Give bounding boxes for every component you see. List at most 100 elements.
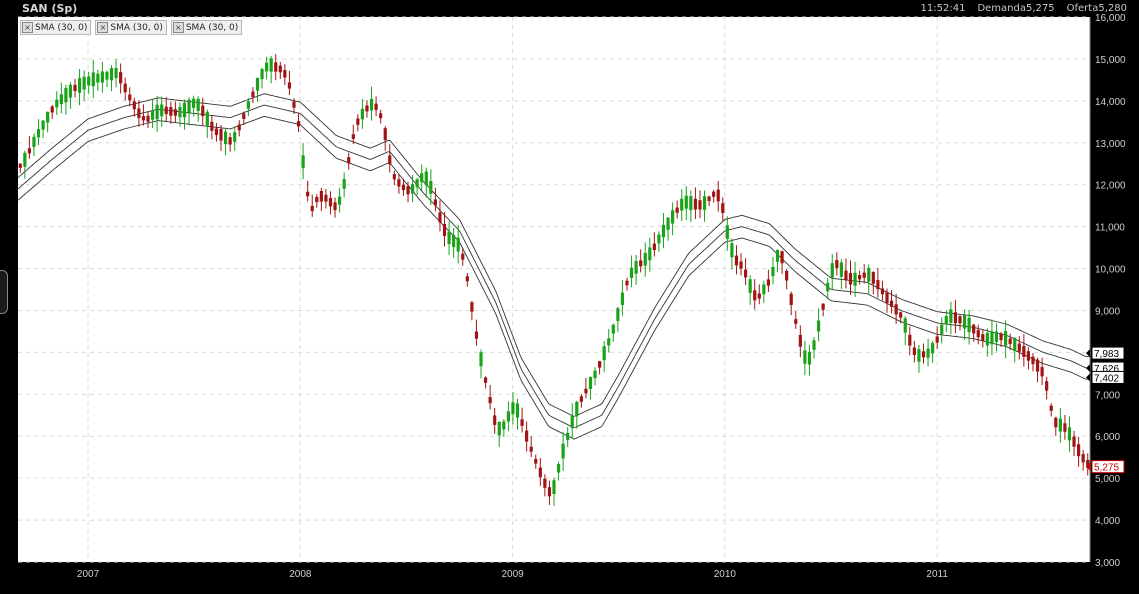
candle-down bbox=[315, 196, 319, 203]
sma-line-2 bbox=[17, 104, 1090, 429]
candle-down bbox=[543, 478, 547, 488]
candle-down bbox=[1081, 454, 1085, 463]
x-tick-label: 2008 bbox=[289, 569, 312, 580]
x-tick-label: 2011 bbox=[926, 569, 948, 580]
panel-collapse-handle[interactable] bbox=[0, 270, 8, 314]
last-value-label: 5,275 bbox=[1094, 463, 1119, 474]
candle-up bbox=[506, 411, 510, 422]
candle-up bbox=[634, 260, 638, 274]
candle-down bbox=[347, 157, 351, 164]
candle-down bbox=[862, 272, 866, 278]
candle-down bbox=[958, 316, 962, 324]
candle-up bbox=[602, 346, 606, 361]
candle-down bbox=[287, 82, 292, 89]
candle-down bbox=[242, 113, 246, 119]
x-tick-label: 2007 bbox=[77, 569, 100, 580]
candle-down bbox=[921, 351, 926, 358]
close-icon[interactable]: × bbox=[97, 22, 109, 33]
candle-down bbox=[712, 191, 716, 197]
candle-down bbox=[912, 347, 916, 356]
candle-down bbox=[894, 304, 898, 315]
candle-down bbox=[383, 128, 387, 141]
candle-up bbox=[511, 402, 515, 415]
close-icon[interactable]: × bbox=[22, 22, 33, 33]
candle-up bbox=[944, 316, 948, 325]
candle-up bbox=[803, 350, 807, 364]
candle-up bbox=[666, 217, 670, 230]
candle-up bbox=[575, 401, 579, 417]
candle-down bbox=[73, 84, 77, 92]
candle-up bbox=[762, 284, 766, 295]
candle-down bbox=[625, 280, 629, 286]
candle-up bbox=[246, 101, 250, 109]
candle-down bbox=[141, 116, 146, 121]
candle-down bbox=[328, 198, 333, 207]
ask-value: 5,280 bbox=[1098, 3, 1127, 14]
y-tick-label: 7,000 bbox=[1095, 390, 1120, 401]
candle-up bbox=[301, 155, 305, 169]
candle-down bbox=[858, 275, 862, 280]
candle-down bbox=[780, 251, 784, 264]
candle-down bbox=[1040, 367, 1044, 377]
candle-up bbox=[205, 111, 209, 126]
candle-up bbox=[338, 196, 342, 205]
candle-down bbox=[976, 330, 980, 338]
candle-up bbox=[415, 179, 419, 188]
chart-title: SAN (Sp) bbox=[22, 2, 78, 15]
candle-down bbox=[721, 203, 725, 214]
candle-down bbox=[889, 300, 894, 307]
candle-up bbox=[360, 108, 365, 120]
title-bar bbox=[0, 0, 1139, 17]
candle-up bbox=[826, 282, 830, 292]
candle-down bbox=[798, 334, 802, 347]
candle-up bbox=[1004, 331, 1008, 346]
candle-down bbox=[210, 121, 214, 131]
candle-up bbox=[64, 88, 68, 103]
candle-down bbox=[310, 205, 314, 212]
candle-down bbox=[470, 302, 474, 312]
sma-legend-2[interactable]: × SMA (30, 0) bbox=[95, 20, 167, 35]
candle-down bbox=[547, 487, 552, 497]
candle-up bbox=[497, 421, 501, 436]
candle-up bbox=[155, 104, 159, 120]
candle-down bbox=[128, 94, 132, 101]
candle-up bbox=[775, 249, 780, 262]
candle-up bbox=[671, 210, 675, 224]
candle-up bbox=[926, 348, 930, 358]
candle-down bbox=[652, 243, 656, 251]
candle-down bbox=[283, 70, 287, 78]
sma-line-3 bbox=[17, 115, 1090, 440]
close-icon[interactable]: × bbox=[172, 22, 184, 33]
candle-down bbox=[1049, 405, 1053, 411]
candle-down bbox=[885, 292, 889, 304]
candle-down bbox=[379, 113, 383, 119]
candle-down bbox=[789, 293, 793, 305]
candle-up bbox=[187, 99, 191, 114]
candle-up bbox=[160, 104, 164, 117]
y-tick-label: 16,000 bbox=[1095, 13, 1126, 24]
candle-down bbox=[534, 458, 538, 464]
candle-up bbox=[730, 243, 734, 258]
candle-down bbox=[333, 202, 337, 211]
candle-down bbox=[119, 72, 123, 84]
candle-up bbox=[607, 338, 611, 346]
candle-up bbox=[867, 267, 871, 282]
candle-up bbox=[55, 99, 59, 108]
candle-up bbox=[616, 308, 620, 321]
sma-legend-3[interactable]: × SMA (30, 0) bbox=[170, 20, 243, 35]
candle-up bbox=[77, 78, 82, 93]
candle-up bbox=[82, 76, 86, 90]
sma-lines bbox=[17, 93, 1090, 440]
candle-down bbox=[442, 223, 447, 236]
quote-info: 11:52:41 Demanda5,275 Oferta5,280 bbox=[915, 3, 1127, 14]
ask-label: Oferta bbox=[1066, 3, 1099, 14]
sma-legend-1[interactable]: × SMA (30, 0) bbox=[20, 20, 92, 35]
candle-down bbox=[219, 129, 223, 141]
candle-up bbox=[588, 377, 593, 389]
sma-legend-label: SMA (30, 0) bbox=[185, 22, 239, 33]
candle-down bbox=[707, 196, 711, 202]
candle-up bbox=[456, 237, 460, 252]
ask-group: Oferta5,280 bbox=[1061, 3, 1127, 14]
candle-down bbox=[274, 62, 278, 72]
